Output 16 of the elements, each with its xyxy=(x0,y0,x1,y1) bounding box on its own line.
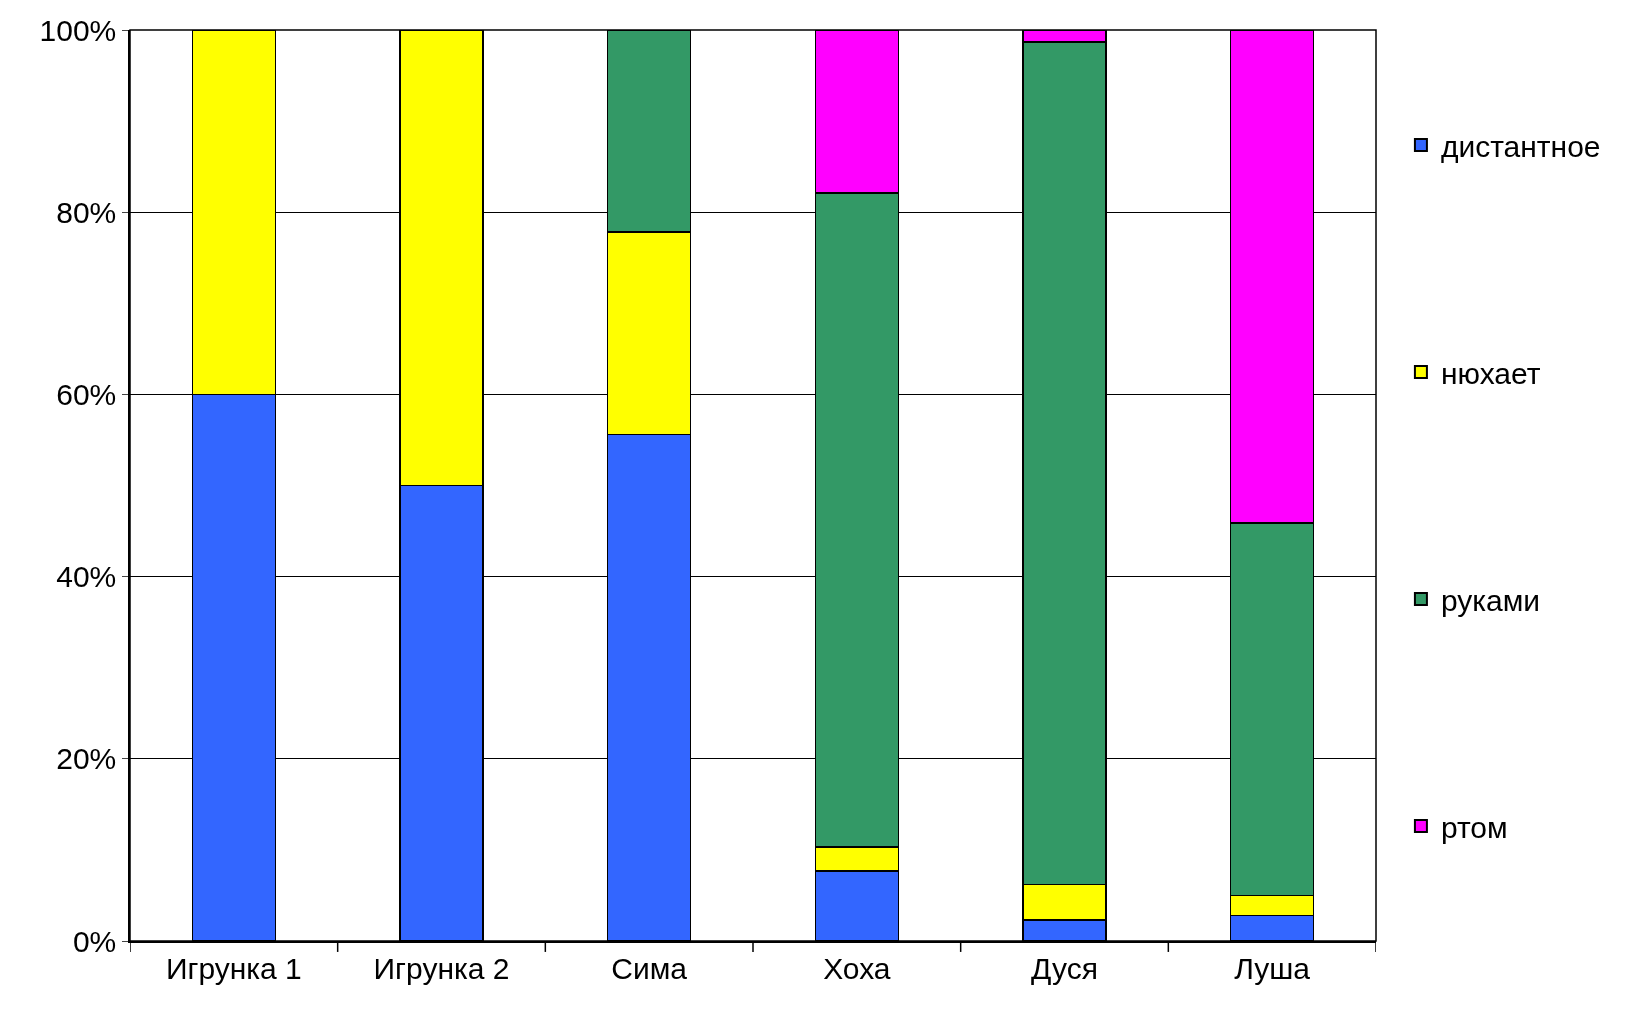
x-tick-label: Хоха xyxy=(823,951,891,985)
x-tick-label: Игрунка 2 xyxy=(373,951,510,985)
x-tick-label: Дуся xyxy=(1031,951,1098,985)
x-tick-label: Луша xyxy=(1234,951,1311,985)
x-tick-label: Сима xyxy=(611,951,688,985)
y-tick-label: 60% xyxy=(56,377,117,411)
legend-label: дистантное xyxy=(1440,129,1601,163)
legend-label: нюхает xyxy=(1440,356,1541,390)
y-tick-label: 20% xyxy=(56,742,117,776)
y-tick-label: 0% xyxy=(72,924,117,958)
legend-label: ртом xyxy=(1440,810,1508,844)
x-tick-label: Игрунка 1 xyxy=(165,951,302,985)
y-tick-label: 40% xyxy=(56,560,117,594)
y-tick-label: 100% xyxy=(39,13,117,47)
y-tick-label: 80% xyxy=(56,195,117,229)
legend-label: руками xyxy=(1440,583,1541,617)
